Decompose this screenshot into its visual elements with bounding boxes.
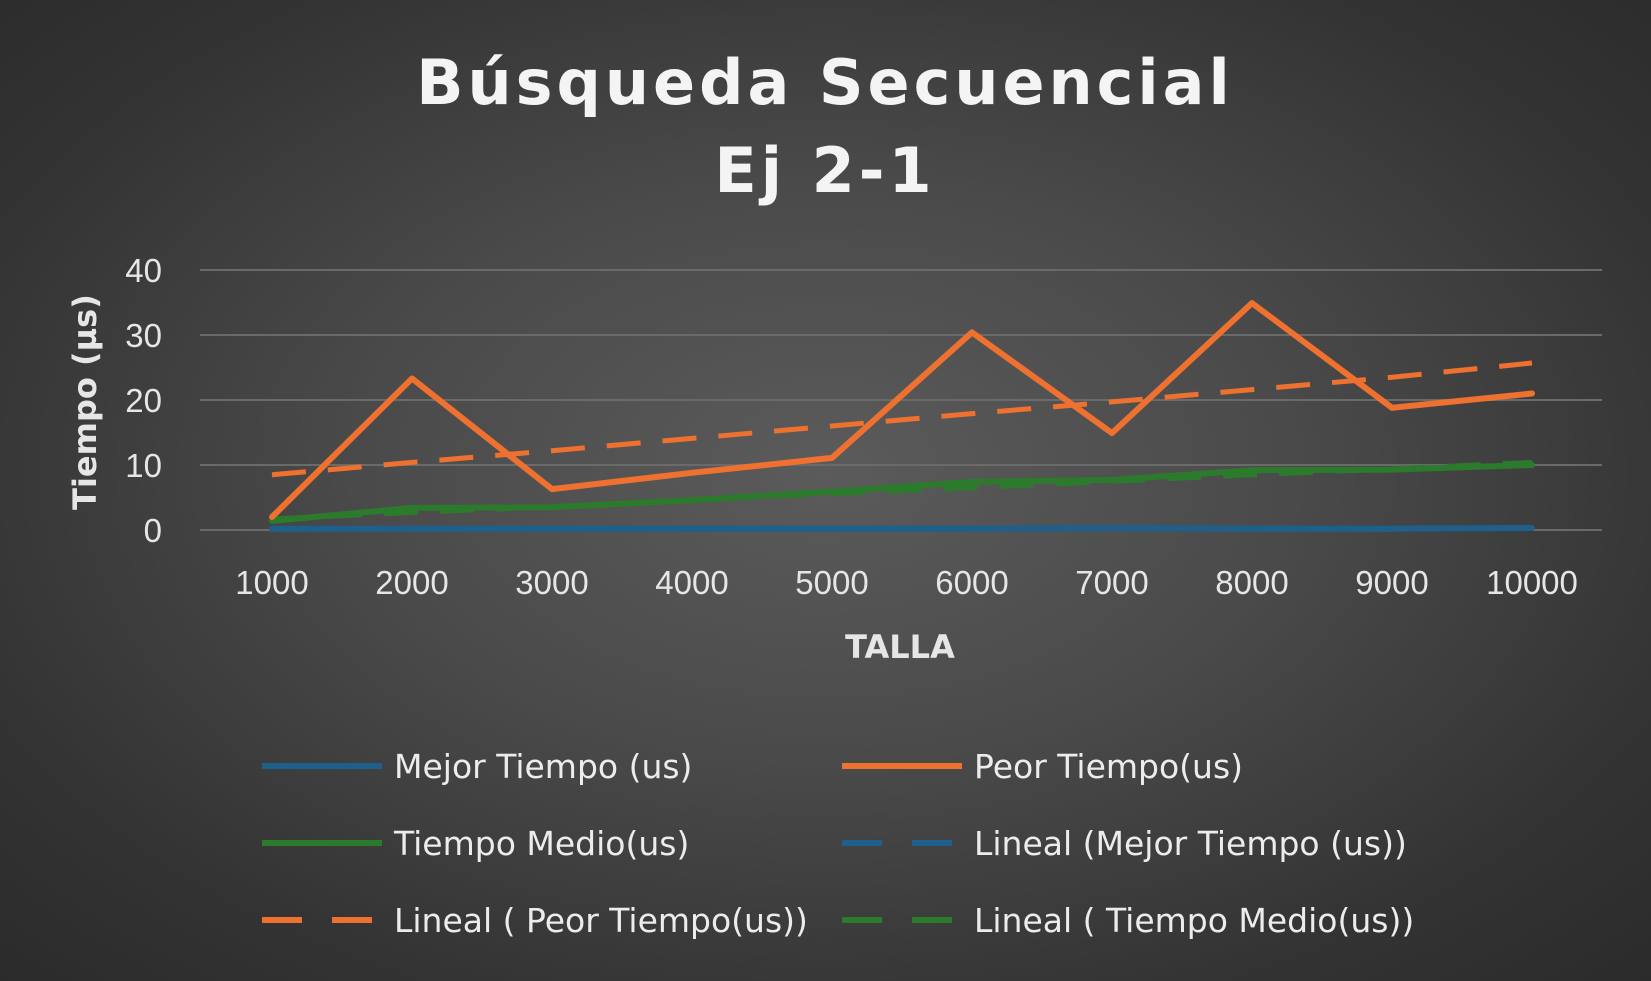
x-tick-label: 10000 [1486,564,1578,601]
chart-title-line-1: Búsqueda Secuencial [416,46,1234,119]
x-tick-label: 6000 [935,564,1008,601]
y-axis-ticks: 0 10 20 30 40 [125,252,162,549]
series-lines [269,300,1535,532]
series-line-0 [269,525,1535,532]
y-axis-title: Tiempo (µs) [66,294,104,510]
y-tick-label: 10 [125,447,162,484]
legend-label: Peor Tiempo(us) [974,747,1243,786]
x-tick-label: 7000 [1075,564,1148,601]
legend-label: Lineal ( Tiempo Medio(us)) [974,901,1414,940]
x-tick-label: 8000 [1215,564,1288,601]
x-tick-label: 1000 [235,564,308,601]
legend-label: Lineal (Mejor Tiempo (us)) [974,824,1407,863]
y-tick-label: 40 [125,252,162,289]
series-line-4 [271,360,1533,478]
x-tick-label: 3000 [515,564,588,601]
y-tick-label: 20 [125,382,162,419]
y-tick-label: 30 [125,317,162,354]
x-tick-label: 2000 [375,564,448,601]
x-tick-label: 9000 [1355,564,1428,601]
y-tick-label: 0 [144,512,162,549]
legend-label: Mejor Tiempo (us) [394,747,692,786]
x-tick-label: 4000 [655,564,728,601]
x-axis-title: TALLA [845,628,955,666]
legend-label: Lineal ( Peor Tiempo(us)) [394,901,808,940]
chart-title-line-2: Ej 2-1 [714,134,935,207]
series-line-2 [269,462,1535,524]
legend: Mejor Tiempo (us) Peor Tiempo(us) Tiempo M… [262,747,1414,940]
x-axis-ticks: 1000 2000 3000 4000 5000 6000 7000 8000 9000 1000… [235,564,1578,601]
series-line-5 [271,459,1533,522]
x-tick-label: 5000 [795,564,868,601]
series-line-1 [269,300,1535,520]
legend-label: Tiempo Medio(us) [393,824,689,863]
